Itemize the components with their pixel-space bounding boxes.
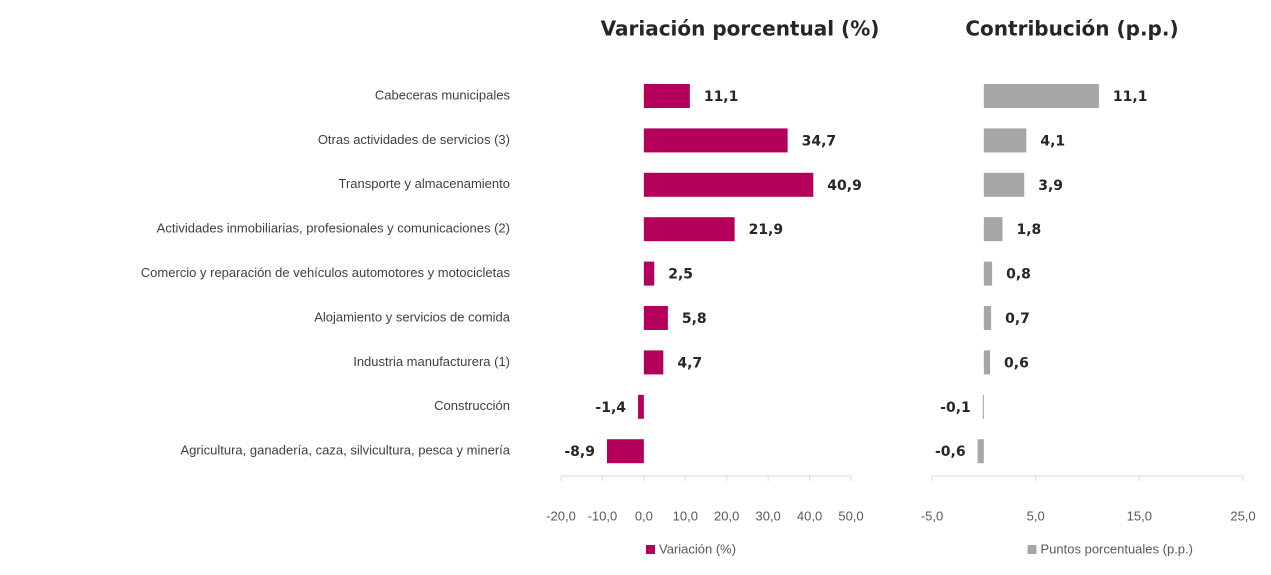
x-tick-label: 50,0 [838, 508, 863, 523]
bar [983, 261, 993, 286]
value-label: -1,4 [595, 400, 626, 416]
value-label: -0,6 [935, 444, 966, 460]
x-tick-label: 5,0 [1027, 508, 1045, 523]
bar [982, 394, 984, 419]
value-label: 0,6 [1004, 355, 1029, 371]
x-tick-label: -5,0 [921, 508, 943, 523]
legend-label: Variación (%) [659, 541, 736, 556]
bar [643, 84, 690, 108]
category-label: Alojamiento y servicios de comida [314, 309, 511, 324]
bar [643, 261, 655, 286]
value-label: 5,8 [682, 311, 707, 327]
bar [643, 217, 735, 242]
bar [643, 350, 664, 375]
value-label: 11,1 [704, 89, 739, 105]
value-label: -8,9 [564, 444, 595, 460]
bar [977, 439, 984, 464]
x-tick-label: -10,0 [588, 508, 618, 523]
value-label: 40,9 [827, 178, 862, 194]
legend-label: Puntos porcentuales (p.p.) [1041, 541, 1193, 556]
value-label: 11,1 [1113, 89, 1148, 105]
category-label: Otras actividades de servicios (3) [318, 132, 510, 147]
panel-title: Variación porcentual (%) [601, 17, 880, 41]
bar [983, 306, 992, 330]
value-label: 0,8 [1006, 267, 1031, 283]
x-tick-label: 40,0 [797, 508, 822, 523]
category-label: Construcción [434, 398, 510, 413]
value-label: 3,9 [1038, 178, 1063, 194]
category-label: Actividades inmobiliarias, profesionales… [157, 221, 510, 236]
category-label: Comercio y reparación de vehículos autom… [141, 265, 511, 280]
x-tick-label: 25,0 [1230, 508, 1255, 523]
value-label: 4,7 [677, 355, 702, 371]
value-label: 4,1 [1040, 133, 1065, 149]
category-label: Cabeceras municipales [375, 87, 511, 102]
bar [643, 128, 788, 153]
x-tick-label: 15,0 [1127, 508, 1152, 523]
bar [643, 172, 814, 197]
x-tick-label: 30,0 [755, 508, 780, 523]
value-label: -0,1 [940, 400, 971, 416]
bar [643, 306, 668, 330]
value-label: 2,5 [668, 267, 693, 283]
x-tick-label: 10,0 [673, 508, 698, 523]
bar [983, 217, 1003, 242]
value-label: 0,7 [1005, 311, 1030, 327]
value-label: 21,9 [749, 222, 784, 238]
category-label: Transporte y almacenamiento [339, 176, 511, 191]
bar [983, 350, 991, 375]
panel-title: Contribución (p.p.) [965, 17, 1178, 41]
legend-swatch [646, 545, 655, 554]
bar [638, 394, 644, 419]
bar [606, 439, 644, 464]
x-tick-label: 20,0 [714, 508, 739, 523]
legend-swatch [1027, 545, 1037, 554]
category-label: Industria manufacturera (1) [353, 354, 510, 369]
value-label: 1,8 [1016, 222, 1041, 238]
bar [983, 172, 1025, 197]
x-tick-label: -20,0 [546, 508, 576, 523]
category-label: Agricultura, ganadería, caza, silvicultu… [181, 443, 511, 458]
bar [983, 84, 1099, 108]
bar [983, 128, 1027, 153]
value-label: 34,7 [802, 133, 837, 149]
x-tick-label: 0,0 [635, 508, 653, 523]
